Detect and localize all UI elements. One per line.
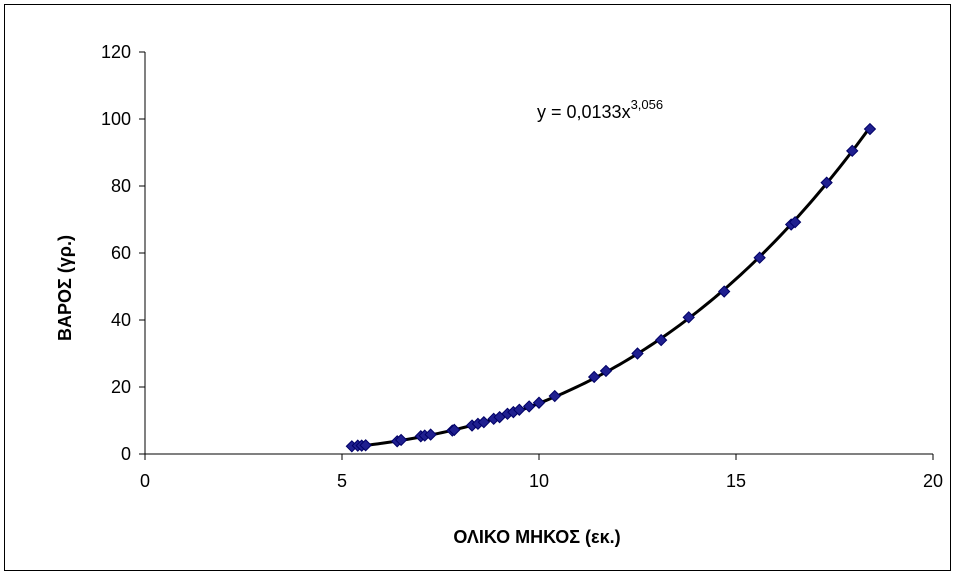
data-point [846, 144, 859, 158]
y-tick-label: 80 [111, 176, 131, 196]
trendline [351, 126, 872, 449]
y-tick-label: 20 [111, 377, 131, 397]
data-point [788, 215, 802, 229]
data-point [631, 347, 644, 360]
y-tick-label: 120 [101, 42, 131, 62]
chart-frame [4, 4, 951, 571]
y-axis-title: ΒΑΡΟΣ (γρ.) [55, 235, 75, 341]
x-tick-label: 10 [529, 471, 549, 491]
data-point [448, 423, 461, 437]
x-tick-label: 5 [337, 471, 347, 491]
equation-exponent: 3,056 [631, 97, 664, 112]
data-point [513, 403, 526, 416]
data-point [863, 122, 877, 136]
data-points [345, 122, 877, 453]
data-point [394, 433, 408, 447]
equation-base: y = 0,0133x [537, 102, 631, 122]
data-point [548, 389, 561, 403]
x-tick-label: 0 [140, 471, 150, 491]
data-point [424, 428, 437, 441]
data-point [522, 400, 536, 413]
axes [139, 51, 934, 460]
data-point [682, 311, 695, 324]
y-tick-label: 60 [111, 243, 131, 263]
data-point [820, 176, 833, 189]
y-tick-label: 100 [101, 109, 131, 129]
x-tick-label: 15 [726, 471, 746, 491]
trendline-path [351, 126, 872, 449]
data-point [717, 285, 731, 298]
y-tick-label: 0 [121, 444, 131, 464]
data-point [532, 396, 546, 409]
data-point [359, 439, 372, 452]
y-tick-label: 40 [111, 310, 131, 330]
data-point [599, 364, 613, 378]
trend-equation: y = 0,0133x3,056 [537, 97, 663, 122]
tick-labels: 0 20 40 60 80 100 120 0 5 10 15 20 [101, 42, 943, 491]
data-point [587, 370, 601, 384]
x-axis-title: ΟΛΙΚΟ ΜΗΚΟΣ (εκ.) [453, 527, 620, 547]
data-point [477, 415, 491, 429]
data-point [753, 251, 766, 264]
x-tick-label: 20 [923, 471, 943, 491]
data-point [654, 333, 668, 347]
